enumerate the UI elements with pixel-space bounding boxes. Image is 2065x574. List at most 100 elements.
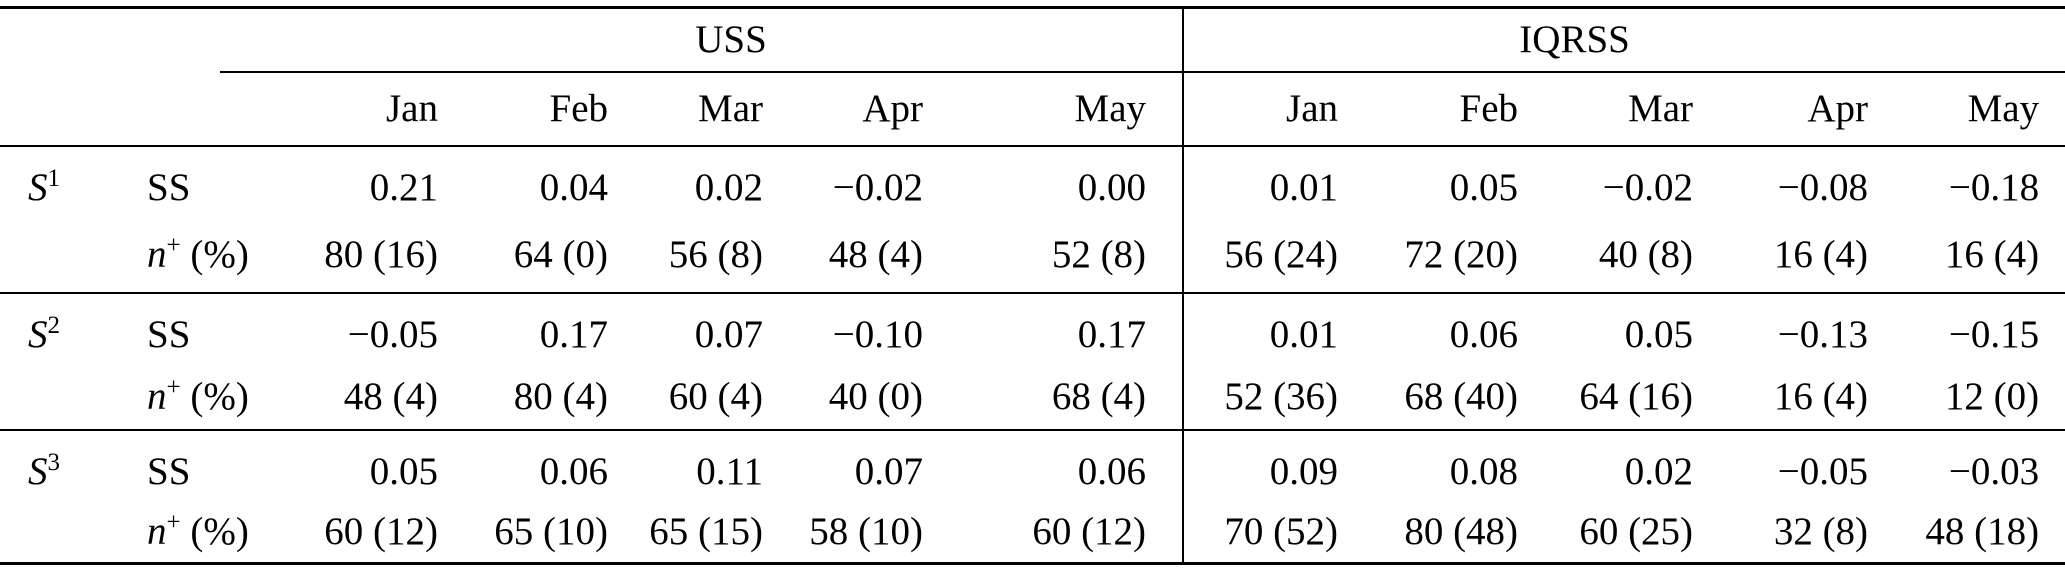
value-cell: 48 (18) <box>1925 510 2040 554</box>
series-label: S2 <box>0 293 135 365</box>
value-cell: −0.03 <box>1948 449 2040 493</box>
value-cell: 68 (4) <box>935 364 1184 431</box>
value-cell: 0.11 <box>696 449 763 493</box>
month-header: Feb <box>1350 71 1531 147</box>
results-table: USS IQRSS Jan Feb Mar Apr May Jan Feb Ma… <box>0 6 2065 565</box>
metric-n-base: n <box>147 510 167 554</box>
metric-n-sup: + <box>166 232 181 259</box>
value-cell: 60 (12) <box>1032 510 1147 554</box>
value-cell: 65 (15) <box>649 510 763 554</box>
value-cell: 0.02 <box>1624 449 1694 493</box>
value-cell: 0.06 <box>1449 312 1519 356</box>
series-label-base: S <box>28 165 48 209</box>
month-header: Mar <box>620 71 775 147</box>
month-header: Apr <box>1705 71 1881 147</box>
value-cell: 48 (4) <box>775 217 935 294</box>
table-row-s3-ss: S3 SS 0.05 0.06 0.11 0.07 0.06 0.09 0.08… <box>0 429 2065 502</box>
value-cell: 0.01 <box>1182 145 1351 218</box>
value-cell: 58 (10) <box>809 510 923 554</box>
value-cell: −0.15 <box>1948 312 2040 356</box>
value-cell: 56 (8) <box>620 217 775 294</box>
table-row-s2-ss: S2 SS −0.05 0.17 0.07 −0.10 0.17 0.01 0.… <box>0 292 2065 365</box>
value-cell: 60 (12) <box>324 510 438 554</box>
value-cell: 65 (10) <box>494 510 608 554</box>
value-cell: 0.05 <box>1449 165 1519 209</box>
month-header: May <box>935 71 1184 147</box>
metric-n-rest: (%) <box>180 510 249 554</box>
value-cell: 52 (8) <box>935 217 1184 294</box>
spacer-cell <box>0 217 135 294</box>
series-label-base: S <box>28 312 48 356</box>
value-cell: 0.21 <box>369 165 438 209</box>
value-cell: 56 (24) <box>1182 217 1351 294</box>
value-cell: −0.02 <box>832 165 923 209</box>
value-cell: 0.07 <box>694 312 763 356</box>
group-header-uss: USS <box>220 7 1184 73</box>
spacer-cell <box>0 502 135 564</box>
metric-n-base: n <box>147 375 167 418</box>
month-header: Apr <box>775 71 935 147</box>
metric-label: n+ (%) <box>135 364 249 431</box>
value-cell: 70 (52) <box>1182 501 1351 564</box>
value-cell: 0.17 <box>1077 312 1147 356</box>
metric-label: SS <box>147 165 191 209</box>
spacer-cell <box>135 71 220 147</box>
month-header: Jan <box>220 71 450 147</box>
metric-n-rest: (%) <box>180 375 249 418</box>
value-cell: −0.13 <box>1777 312 1869 356</box>
value-cell: 48 (4) <box>220 364 450 431</box>
value-cell: 32 (8) <box>1773 510 1869 554</box>
metric-n-sup: + <box>166 374 181 401</box>
value-cell: 0.02 <box>694 165 763 209</box>
value-cell: 0.01 <box>1182 292 1351 365</box>
metric-n-base: n <box>147 233 167 276</box>
series-label-base: S <box>28 449 48 493</box>
value-cell: 68 (40) <box>1350 364 1531 431</box>
spacer-cell <box>0 71 135 147</box>
series-label-sup: 2 <box>47 311 61 339</box>
group-header-row: USS IQRSS <box>0 7 2065 73</box>
value-cell: −0.18 <box>1948 165 2040 209</box>
spacer-cell <box>0 364 135 431</box>
month-header: Feb <box>450 71 620 147</box>
group-header-iqrss: IQRSS <box>1182 7 2065 73</box>
month-header: Mar <box>1530 71 1706 147</box>
value-cell: 16 (4) <box>1705 364 1881 431</box>
value-cell: 0.06 <box>1077 449 1147 493</box>
spacer-cell <box>0 8 220 72</box>
value-cell: 0.17 <box>539 312 608 356</box>
value-cell: 0.08 <box>1449 449 1519 493</box>
series-label-sup: 1 <box>47 164 61 192</box>
value-cell: 16 (4) <box>1880 217 2065 294</box>
value-cell: 72 (20) <box>1350 217 1531 294</box>
value-cell: 0.06 <box>539 449 608 493</box>
value-cell: −0.08 <box>1777 165 1869 209</box>
month-header-row: Jan Feb Mar Apr May Jan Feb Mar Apr May <box>0 71 2065 147</box>
value-cell: 80 (4) <box>450 364 620 431</box>
metric-n-sup: + <box>166 509 181 537</box>
value-cell: 16 (4) <box>1705 217 1881 294</box>
metric-label: n+ (%) <box>135 217 249 294</box>
month-header: Jan <box>1182 71 1351 147</box>
metric-label: n+ (%) <box>135 502 249 564</box>
series-label: S1 <box>0 146 135 218</box>
value-cell: 40 (0) <box>775 364 935 431</box>
value-cell: −0.02 <box>1602 165 1694 209</box>
value-cell: 0.05 <box>1624 312 1694 356</box>
value-cell: 40 (8) <box>1530 217 1706 294</box>
value-cell: 0.04 <box>539 165 608 209</box>
value-cell: 52 (36) <box>1182 364 1351 431</box>
value-cell: 60 (25) <box>1579 510 1694 554</box>
value-cell: −0.10 <box>832 312 923 356</box>
month-header: May <box>1880 71 2065 147</box>
value-cell: −0.05 <box>1777 449 1869 493</box>
metric-label: SS <box>147 312 191 356</box>
value-cell: 80 (48) <box>1404 510 1519 554</box>
value-cell: 0.07 <box>854 449 923 493</box>
value-cell: 0.09 <box>1182 429 1351 502</box>
table-row-s3-n: n+ (%) 60 (12) 65 (10) 65 (15) 58 (10) 6… <box>0 501 2065 564</box>
table-row-s1-ss: S1 SS 0.21 0.04 0.02 −0.02 0.00 0.01 0.0… <box>0 145 2065 218</box>
table-row-s2-n: n+ (%) 48 (4) 80 (4) 60 (4) 40 (0) 68 (4… <box>0 364 2065 431</box>
value-cell: 64 (16) <box>1530 364 1706 431</box>
value-cell: 0.05 <box>369 449 438 493</box>
